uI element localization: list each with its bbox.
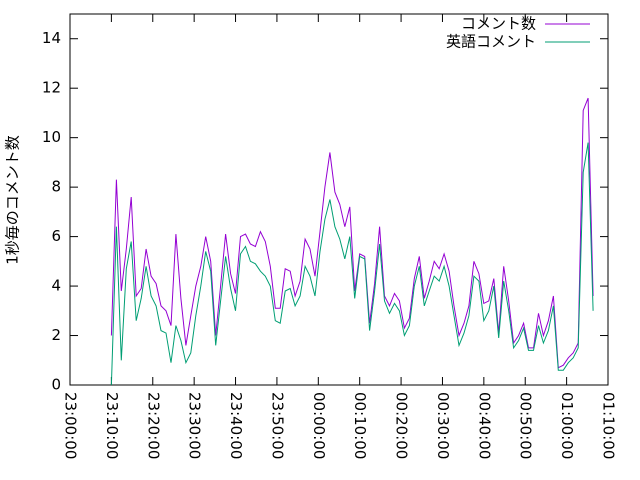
y-tick-label: 8 bbox=[51, 178, 61, 196]
y-tick-label: 6 bbox=[51, 227, 61, 245]
x-tick-label: 23:50:00 bbox=[268, 392, 286, 459]
x-tick-label: 23:10:00 bbox=[103, 392, 121, 459]
x-tick-label: 00:10:00 bbox=[351, 392, 369, 459]
x-tick-label: 01:00:00 bbox=[558, 392, 576, 459]
y-tick-label: 0 bbox=[51, 376, 61, 394]
legend-label: コメント数 bbox=[461, 15, 536, 33]
x-tick-label: 00:50:00 bbox=[517, 392, 535, 459]
x-tick-label: 00:40:00 bbox=[475, 392, 493, 459]
y-axis-label: 1秒毎のコメント数 bbox=[4, 135, 22, 265]
x-tick-label: 23:20:00 bbox=[144, 392, 162, 459]
plot-frame bbox=[69, 13, 609, 386]
y-tick-label: 10 bbox=[42, 128, 61, 146]
y-tick-label: 2 bbox=[51, 326, 61, 344]
series-line bbox=[110, 142, 594, 386]
x-tick-label: 23:40:00 bbox=[227, 392, 245, 459]
series-line bbox=[110, 97, 594, 369]
x-tick-label: 00:00:00 bbox=[310, 392, 328, 459]
x-tick-label: 00:30:00 bbox=[434, 392, 452, 459]
x-tick-label: 01:10:00 bbox=[600, 392, 618, 459]
y-tick-label: 14 bbox=[42, 29, 61, 47]
x-tick-label: 00:20:00 bbox=[393, 392, 411, 459]
legend-label: 英語コメント bbox=[446, 33, 536, 51]
y-tick-label: 4 bbox=[51, 277, 61, 295]
x-tick-label: 23:30:00 bbox=[186, 392, 204, 459]
y-tick-label: 12 bbox=[42, 79, 61, 97]
x-tick-label: 23:00:00 bbox=[62, 392, 80, 459]
